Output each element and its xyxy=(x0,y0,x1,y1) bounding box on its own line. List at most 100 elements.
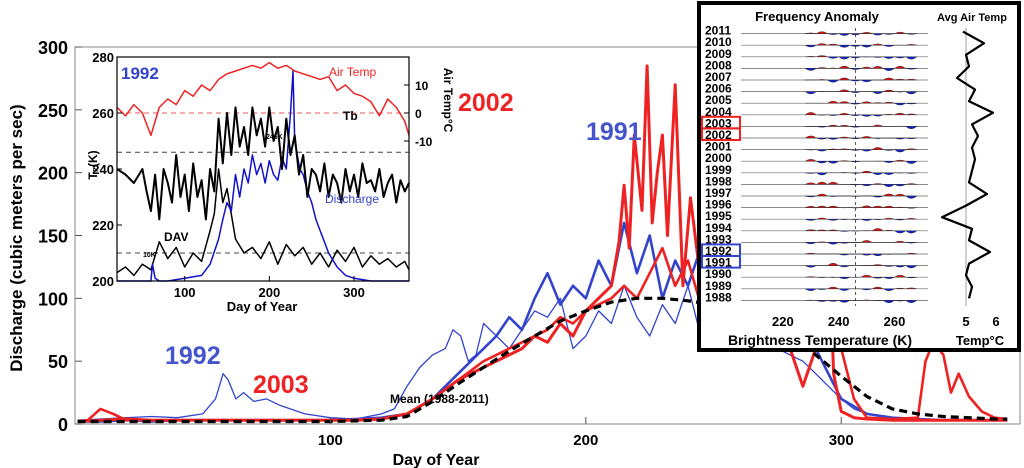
ytick-label: 150 xyxy=(38,227,68,247)
anomaly-right-xlabel: Temp°C xyxy=(956,333,1005,348)
inset-xtick-label: 200 xyxy=(258,285,280,300)
inset-series-discharge xyxy=(117,70,409,282)
anomaly-area xyxy=(905,300,918,303)
anomaly-area xyxy=(894,206,906,208)
inset-label-tb: Tb xyxy=(343,109,358,123)
inset-axes: 200 220 240 260 280 -10 0 10 100 200 300 xyxy=(92,50,432,300)
ytick-label: 100 xyxy=(38,289,68,309)
anomaly-area xyxy=(905,56,918,60)
year-label: 1996 xyxy=(705,198,732,212)
year-label: 1997 xyxy=(705,186,732,200)
inset-series-air-temp xyxy=(116,61,410,137)
year-label: 2003 xyxy=(705,116,732,130)
anomaly-area xyxy=(905,172,917,174)
inset-ytick-right-label: 0 xyxy=(415,107,422,121)
inset-label-246k: 246K xyxy=(266,134,283,141)
inset-ylabel-right: Air Temp°C xyxy=(441,68,455,133)
year-label: 1992 xyxy=(705,244,732,258)
inset-ytick-label: 200 xyxy=(92,274,114,289)
anomaly-area xyxy=(849,91,862,93)
year-highlight xyxy=(701,127,741,141)
year-label: 1993 xyxy=(705,232,732,246)
year-label: 1989 xyxy=(705,279,732,293)
inset-label-dav: DAV xyxy=(164,230,188,244)
anomaly-area xyxy=(905,277,917,279)
annotation-1991: 1991 xyxy=(586,118,642,146)
anomaly-area xyxy=(905,195,918,199)
inset-label-discharge: Discharge xyxy=(325,192,379,206)
anomaly-right-xtick-label: 6 xyxy=(992,314,999,329)
year-label: 2002 xyxy=(705,128,732,142)
anomaly-right-xtick-label: 5 xyxy=(962,314,969,329)
anomaly-area xyxy=(827,195,839,197)
anomaly-title: Frequency Anomaly xyxy=(755,9,880,24)
main-xlabel: Day of Year xyxy=(393,452,480,468)
inset-ylabel-left: T₂(K) xyxy=(86,150,100,179)
anomaly-panel: Frequency Anomaly Avg Air Temp 201120102… xyxy=(697,1,1021,352)
anomaly-area xyxy=(815,172,829,176)
anomaly-area xyxy=(805,56,817,57)
anomaly-area xyxy=(905,207,917,209)
anomaly-area xyxy=(905,148,917,150)
inset-xtick-label: 100 xyxy=(174,285,196,300)
ytick-label: 200 xyxy=(38,164,68,184)
year-highlight xyxy=(701,255,741,269)
anomaly-area xyxy=(905,126,918,130)
anomaly-area xyxy=(860,299,873,301)
year-label: 2011 xyxy=(705,24,731,38)
anomaly-area xyxy=(905,44,917,46)
anomaly-area xyxy=(894,91,906,93)
anomaly-area xyxy=(805,149,817,151)
anomaly-area xyxy=(837,277,851,279)
year-label: 1998 xyxy=(705,174,732,188)
anomaly-xlabel: Brightness Temperature (K) xyxy=(728,332,912,348)
xtick-label: 200 xyxy=(573,432,598,449)
air-temp-profile xyxy=(940,30,995,299)
anomaly-area xyxy=(860,240,873,243)
anomaly-area xyxy=(905,265,918,269)
year-label: 1990 xyxy=(705,267,732,281)
anomaly-xtick-label: 240 xyxy=(828,314,850,329)
anomaly-area xyxy=(905,183,917,185)
anomaly-area xyxy=(905,161,918,164)
inset-series-tb xyxy=(116,106,410,221)
anomaly-right-title: Avg Air Temp xyxy=(937,12,1007,24)
annotation-2003: 2003 xyxy=(253,371,309,399)
series-mean xyxy=(77,296,1008,424)
inset-ytick-label: 260 xyxy=(92,106,114,121)
anomaly-area xyxy=(905,103,917,105)
anomaly-area xyxy=(905,287,917,289)
inset-ytick-right-label: 10 xyxy=(415,79,429,93)
anomaly-area xyxy=(905,218,917,220)
ytick-label: 0 xyxy=(58,415,68,435)
inset-xtick-label: 300 xyxy=(343,285,365,300)
anomaly-area xyxy=(838,219,850,220)
inset-ytick-label: 280 xyxy=(92,50,114,65)
year-label: 2001 xyxy=(705,140,732,154)
anomaly-area xyxy=(826,181,840,185)
anomaly-area xyxy=(838,288,851,291)
year-label: 2009 xyxy=(705,47,732,61)
inset-xlabel: Day of Year xyxy=(227,299,298,314)
inset-series-dav xyxy=(116,168,410,277)
year-label: 1995 xyxy=(705,209,732,223)
year-label: 2010 xyxy=(705,35,732,49)
year-label: 2008 xyxy=(705,58,732,72)
ytick-label: 250 xyxy=(38,101,68,121)
anomaly-area xyxy=(805,252,817,255)
inset-label-1992: 1992 xyxy=(121,64,159,83)
anomaly-xtick-label: 260 xyxy=(884,314,906,329)
anomaly-area xyxy=(860,79,873,83)
year-label: 1991 xyxy=(705,256,732,270)
series-y1992 xyxy=(77,285,1008,421)
anomaly-area xyxy=(883,45,895,47)
year-label: 2005 xyxy=(705,93,732,107)
year-label: 2006 xyxy=(705,82,732,96)
anomaly-area xyxy=(838,300,851,303)
anomaly-area xyxy=(905,113,917,115)
anomaly-area xyxy=(905,137,917,139)
main-series-group xyxy=(77,64,1008,424)
anomaly-area xyxy=(905,252,917,255)
